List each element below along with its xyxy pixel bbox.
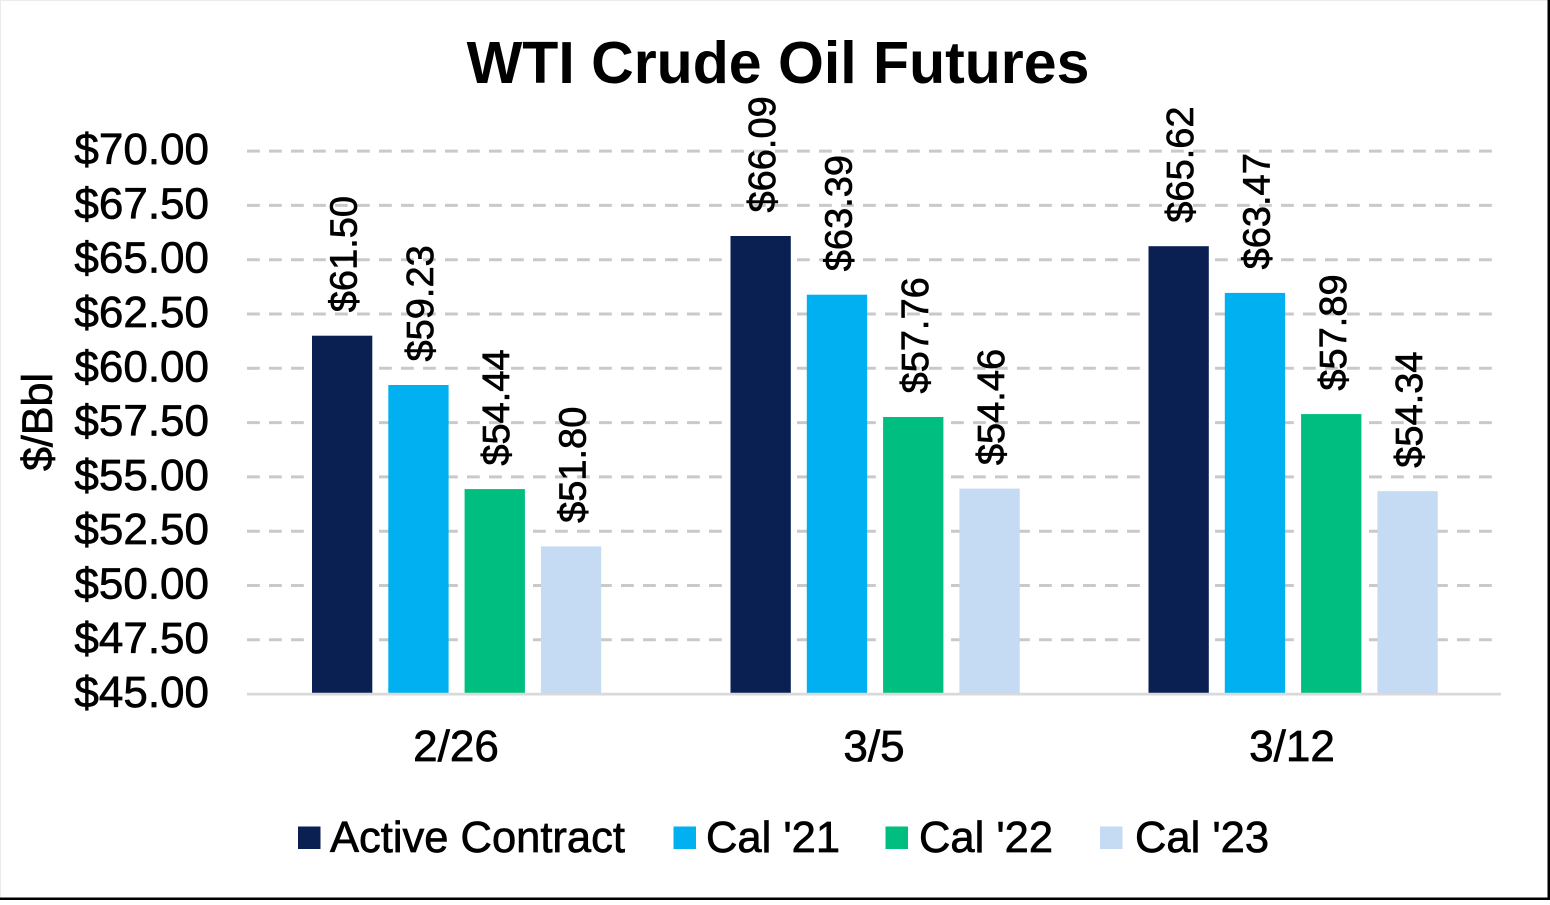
svg-text:$67.50: $67.50: [74, 179, 209, 228]
svg-text:$54.46: $54.46: [971, 349, 1013, 465]
svg-text:$55.00: $55.00: [74, 451, 209, 500]
svg-text:$54.44: $54.44: [476, 349, 518, 465]
svg-text:$47.50: $47.50: [74, 614, 209, 663]
svg-text:2/26: 2/26: [413, 722, 499, 771]
svg-text:$61.50: $61.50: [324, 196, 366, 312]
svg-text:3/12: 3/12: [1249, 722, 1335, 771]
svg-text:$51.80: $51.80: [553, 407, 595, 523]
svg-text:$54.34: $54.34: [1389, 351, 1431, 467]
svg-text:Cal '23: Cal '23: [1135, 814, 1269, 862]
svg-text:Cal '22: Cal '22: [919, 814, 1053, 862]
svg-text:$/Bbl: $/Bbl: [14, 373, 62, 471]
svg-text:$57.76: $57.76: [895, 277, 937, 393]
svg-text:$63.39: $63.39: [818, 155, 860, 271]
svg-text:$52.50: $52.50: [74, 505, 209, 554]
svg-text:$66.09: $66.09: [742, 96, 784, 212]
svg-text:WTI Crude Oil Futures: WTI Crude Oil Futures: [467, 30, 1090, 96]
svg-text:$60.00: $60.00: [74, 342, 209, 391]
svg-text:$65.00: $65.00: [74, 234, 209, 283]
svg-text:$59.23: $59.23: [400, 245, 442, 361]
svg-text:Active Contract: Active Contract: [330, 814, 625, 862]
svg-text:$63.47: $63.47: [1237, 153, 1279, 269]
svg-text:$57.50: $57.50: [74, 397, 209, 446]
svg-text:Cal '21: Cal '21: [706, 814, 840, 862]
svg-text:3/5: 3/5: [843, 722, 904, 771]
svg-text:$45.00: $45.00: [74, 668, 209, 717]
svg-text:$57.89: $57.89: [1313, 274, 1355, 390]
svg-text:$62.50: $62.50: [74, 288, 209, 337]
svg-text:$50.00: $50.00: [74, 560, 209, 609]
svg-text:$70.00: $70.00: [74, 125, 209, 174]
svg-text:$65.62: $65.62: [1160, 106, 1202, 222]
